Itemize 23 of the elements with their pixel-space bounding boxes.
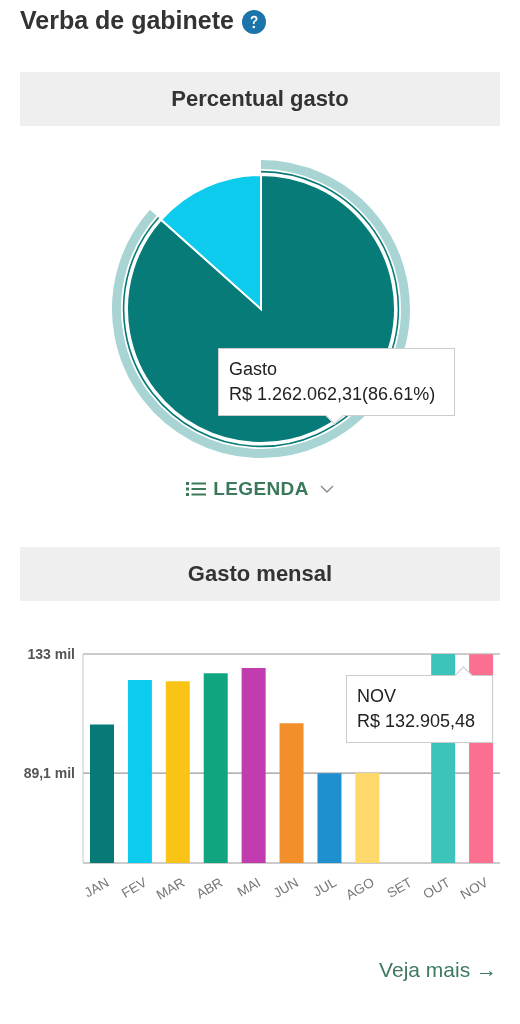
- x-tick-label: JAN: [81, 874, 112, 901]
- tooltip: Gasto R$ 1.262.062,31(86.61%): [218, 348, 455, 416]
- x-tick-label: MAR: [153, 874, 188, 903]
- legend-title: LEGENDA: [213, 478, 309, 500]
- y-tick-label: 133 mil: [27, 645, 75, 662]
- tooltip: NOV R$ 132.905,48: [346, 675, 494, 744]
- data-label: R$ 1.262.062,31(86.61%): [229, 384, 436, 404]
- x-tick-label: FEV: [119, 874, 150, 901]
- x-tick-label: JUN: [270, 874, 301, 901]
- slice-label: Gasto: [229, 359, 278, 379]
- chart-title: Gasto mensal: [187, 561, 333, 587]
- y-tick-label: 89,1 mil: [23, 765, 75, 782]
- x-tick-label: SET: [384, 874, 415, 901]
- text: Veja mais →: [379, 958, 497, 981]
- x-tick-label: NOV: [457, 874, 491, 903]
- chart-subtitle: Percentual gasto: [171, 86, 349, 112]
- annotation: NOV R$ 132.905,48: [357, 686, 476, 732]
- x-tick-label: AGO: [343, 874, 377, 903]
- x-tick-label: JUL: [310, 874, 340, 900]
- chart-title: Verba de gabinete: [20, 6, 234, 34]
- x-tick-label: ABR: [193, 874, 226, 902]
- x-tick-label: OUT: [420, 874, 453, 902]
- x-tick-label: MAI: [234, 874, 264, 900]
